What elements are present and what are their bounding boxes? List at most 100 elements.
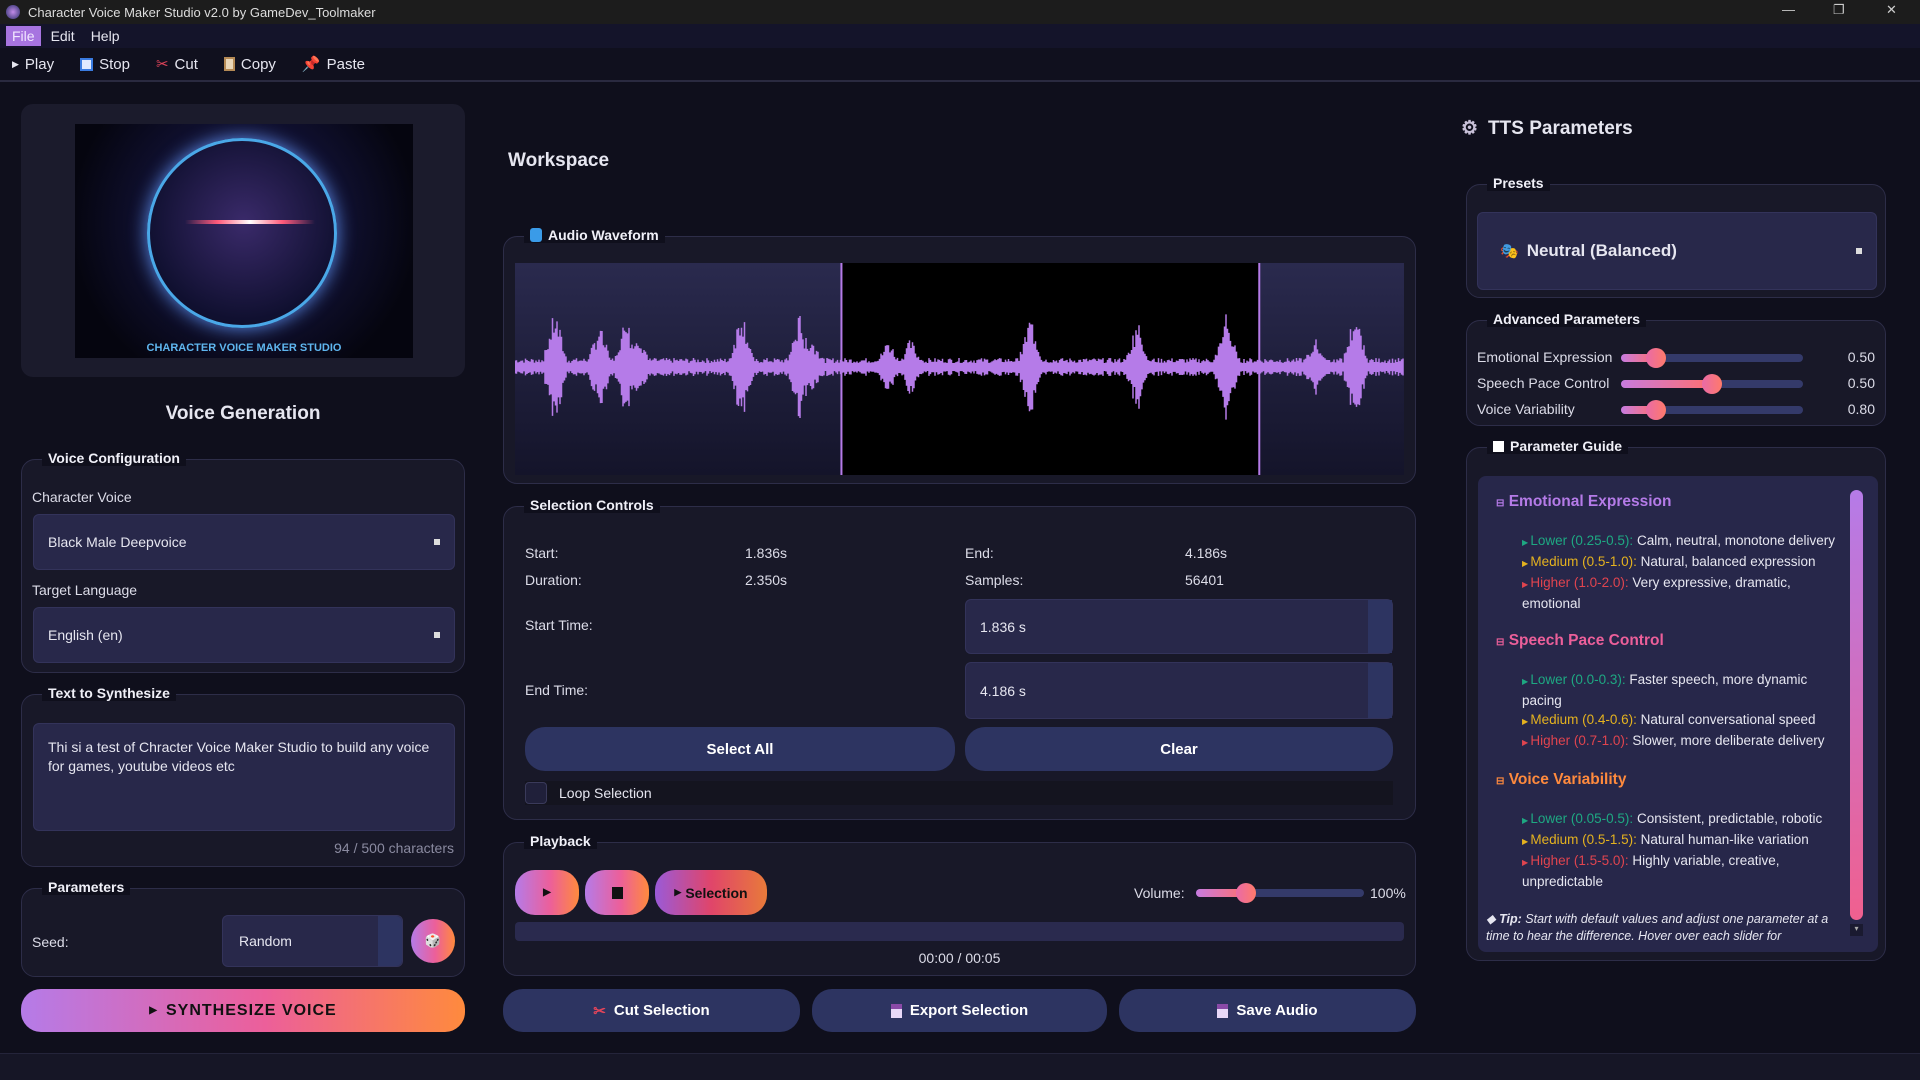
playback-progress-bar[interactable]	[515, 922, 1404, 941]
parameter-slider[interactable]	[1621, 374, 1803, 394]
start-time-spinbox[interactable]: 1.836 s	[965, 599, 1393, 654]
character-voice-select[interactable]: Black Male Deepvoice	[33, 514, 455, 570]
toolbar-stop-button[interactable]: Stop	[80, 56, 130, 73]
level-description: Natural, balanced expression	[1636, 554, 1816, 569]
voice-configuration-group: Voice Configuration Character Voice Blac…	[21, 450, 465, 673]
tts-title: TTS Parameters	[1488, 117, 1633, 139]
minimize-button[interactable]: —	[1782, 2, 1795, 17]
guide-section-title: ⊟ Emotional Expression	[1496, 492, 1846, 513]
bullet-icon: ▶	[1522, 858, 1531, 867]
group-title: Selection Controls	[524, 497, 660, 513]
duration-label: Duration:	[525, 572, 582, 588]
play-icon: ▶	[149, 1005, 158, 1016]
maximize-button[interactable]: ❐	[1833, 2, 1845, 17]
group-title: Voice Configuration	[42, 450, 186, 466]
character-voice-value: Black Male Deepvoice	[48, 534, 187, 550]
cut-selection-button[interactable]: ✂ Cut Selection	[503, 989, 800, 1032]
level-description: Very expressive, dramatic, emotional	[1522, 575, 1791, 611]
level-range: Lower (0.05-0.5):	[1530, 811, 1634, 826]
end-time-spinbox[interactable]: 4.186 s	[965, 662, 1393, 719]
section-title-text: Emotional Expression	[1508, 493, 1672, 510]
toolbar-copy-button[interactable]: Copy	[223, 56, 276, 73]
guide-item: ▶ Medium (0.4-0.6): Natural conversation…	[1496, 710, 1846, 731]
loop-selection-label: Loop Selection	[559, 785, 652, 801]
level-range: Medium (0.5-1.0):	[1530, 554, 1637, 569]
checkbox-box[interactable]	[525, 782, 547, 804]
play-button[interactable]: ▶	[515, 870, 579, 915]
toolbar-paste-button[interactable]: 📌 Paste	[302, 55, 365, 74]
menu-edit[interactable]: Edit	[50, 28, 75, 44]
spin-buttons[interactable]	[1368, 663, 1392, 718]
loop-selection-checkbox[interactable]: Loop Selection	[525, 781, 1393, 805]
slider-handle[interactable]	[1236, 883, 1257, 903]
guide-item: ▶ Higher (1.0-2.0): Very expressive, dra…	[1496, 573, 1846, 613]
dropdown-icon	[1856, 248, 1862, 254]
cut-selection-label: Cut Selection	[613, 1002, 710, 1019]
synthesize-label: SYNTHESIZE VOICE	[166, 1001, 337, 1019]
preset-select[interactable]: 🎭 Neutral (Balanced)	[1477, 212, 1877, 290]
text-input[interactable]: Thi si a test of Chracter Voice Maker St…	[33, 723, 455, 831]
target-language-label: Target Language	[32, 582, 138, 598]
menu-file[interactable]: File	[6, 26, 41, 46]
logo-card: CHARACTER VOICE MAKER STUDIO	[21, 104, 465, 377]
guide-content: ⊟ Emotional Expression ▶ Lower (0.25-0.5)…	[1486, 492, 1846, 945]
menu-help[interactable]: Help	[90, 28, 120, 44]
slider-handle[interactable]	[1645, 348, 1666, 368]
save-audio-button[interactable]: Save Audio	[1119, 989, 1416, 1032]
level-range: Higher (1.5-5.0):	[1530, 853, 1629, 868]
play-selection-button[interactable]: ▶ Selection	[655, 870, 767, 915]
random-seed-button[interactable]: 🎲	[411, 919, 455, 963]
audio-waveform-group: Audio Waveform	[503, 227, 1416, 484]
parameter-slider[interactable]	[1621, 400, 1803, 420]
stop-button[interactable]	[585, 870, 649, 915]
guide-section: ⊟ Voice Variability ▶ Lower (0.05-0.5): C…	[1496, 770, 1846, 891]
guide-scroll-area: ⊟ Emotional Expression ▶ Lower (0.25-0.5)…	[1478, 476, 1878, 952]
spin-buttons[interactable]	[1368, 600, 1392, 653]
advanced-parameters-group: Advanced Parameters Emotional Expression…	[1466, 311, 1886, 426]
parameter-slider[interactable]	[1621, 348, 1803, 368]
slider-handle[interactable]	[1702, 374, 1722, 394]
playback-time: 00:00 / 00:05	[918, 950, 1001, 966]
play-icon: ▶	[674, 887, 682, 897]
level-description: Faster speech, more dynamic pacing	[1522, 672, 1808, 708]
seed-input[interactable]: Random	[222, 915, 403, 967]
select-all-button[interactable]: Select All	[525, 727, 955, 771]
dropdown-icon	[434, 539, 440, 545]
toolbar-cut-button[interactable]: ✂ Cut	[156, 55, 198, 74]
group-title: Parameter Guide	[1487, 438, 1629, 454]
play-label: Play	[24, 55, 55, 73]
waveform-title: Audio Waveform	[548, 227, 659, 243]
end-time-value: 4.186 s	[980, 682, 1026, 699]
scroll-down-icon[interactable]: ▾	[1850, 924, 1863, 936]
guide-tip: ◆ Tip: Start with default values and adj…	[1486, 911, 1846, 945]
slider-handle[interactable]	[1645, 400, 1666, 420]
level-description: Consistent, predictable, robotic	[1633, 811, 1823, 826]
bullet-icon: ▶	[1522, 677, 1531, 686]
guide-section-title: ⊟ Speech Pace Control	[1496, 631, 1846, 652]
end-time-label: End Time:	[525, 682, 589, 698]
start-time-label: Start Time:	[525, 617, 593, 633]
workspace-title: Workspace	[508, 150, 610, 171]
theater-masks-icon: 🎭	[1500, 243, 1519, 260]
tts-parameters-header: ⚙ TTS Parameters	[1461, 117, 1633, 140]
play-selection-label: Selection	[685, 884, 748, 901]
seed-spin-button[interactable]	[378, 916, 402, 966]
group-title: Advanced Parameters	[1487, 311, 1647, 327]
clear-button[interactable]: Clear	[965, 727, 1393, 771]
guide-scrollbar[interactable]	[1850, 490, 1863, 920]
target-language-select[interactable]: English (en)	[33, 607, 455, 663]
floppy-disk-icon	[890, 1003, 902, 1018]
guide-item: ▶ Lower (0.0-0.3): Faster speech, more d…	[1496, 670, 1846, 710]
toolbar: ▶ Play Stop ✂ Cut Copy 📌 Paste	[0, 48, 1920, 82]
dropdown-icon	[434, 632, 440, 638]
guide-section-title: ⊟ Voice Variability	[1496, 770, 1846, 791]
synthesize-voice-button[interactable]: ▶ SYNTHESIZE VOICE	[21, 989, 465, 1032]
close-button[interactable]: ✕	[1886, 2, 1897, 17]
volume-slider[interactable]	[1196, 883, 1364, 903]
group-title: Playback	[524, 833, 597, 849]
waveform-trace	[515, 314, 1404, 420]
export-selection-button[interactable]: Export Selection	[812, 989, 1107, 1032]
waveform-canvas[interactable]	[515, 263, 1404, 475]
toolbar-play-button[interactable]: ▶ Play	[12, 56, 54, 73]
group-title: Text to Synthesize	[42, 685, 176, 701]
